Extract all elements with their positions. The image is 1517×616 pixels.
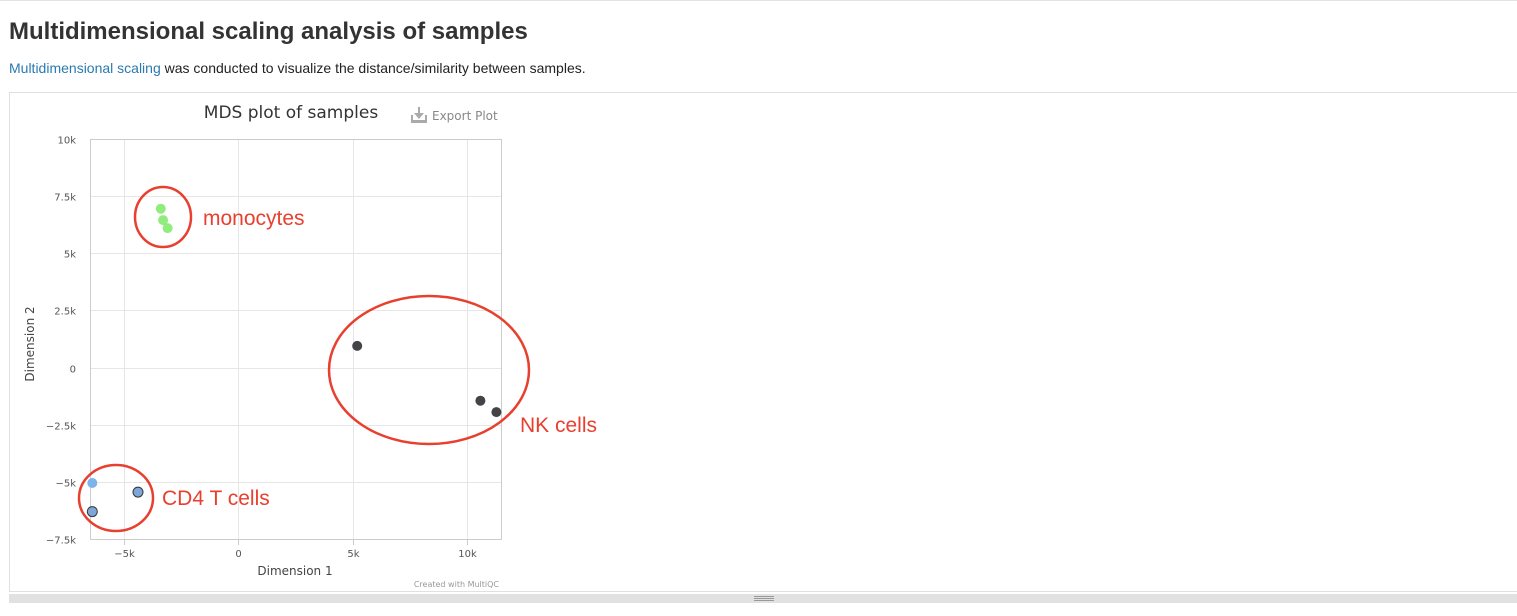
- y-tick-label: 10k: [57, 136, 76, 147]
- data-point[interactable]: [352, 340, 363, 351]
- x-axis-ticks: −5k 0 5k 10k: [114, 539, 477, 560]
- credits: Created with MultiQC: [414, 580, 500, 589]
- y-axis-ticks: 10k 7.5k 5k 2.5k 0 −2.5k −5k −7.5k: [46, 136, 76, 547]
- data-point[interactable]: [475, 395, 486, 406]
- top-rule: [0, 0, 1517, 1]
- export-plot-label: Export Plot: [432, 109, 498, 123]
- x-tick-label: 0: [235, 549, 241, 560]
- y-tick-label: −2.5k: [46, 422, 76, 433]
- plot-area: [90, 139, 502, 540]
- plot-panel: MDS plot of samples Export Plot 10k 7.5k 5…: [9, 92, 1517, 592]
- annotation-circles: [77, 185, 531, 533]
- y-tick-label: 0: [70, 365, 76, 376]
- monocytes-circle: [133, 185, 193, 249]
- resize-handle[interactable]: [9, 594, 1517, 603]
- y-tick-label: 7.5k: [54, 193, 76, 204]
- data-point[interactable]: [155, 203, 166, 214]
- y-tick-label: 5k: [64, 250, 76, 261]
- mds-link[interactable]: Multidimensional scaling: [9, 60, 161, 76]
- mds-scatter-plot: MDS plot of samples Export Plot 10k 7.5k 5…: [23, 102, 597, 589]
- data-point[interactable]: [86, 506, 98, 518]
- data-point[interactable]: [132, 486, 144, 498]
- data-point[interactable]: [162, 223, 173, 234]
- grip-icon: [754, 596, 774, 601]
- data-point[interactable]: [491, 407, 502, 418]
- monocytes-annotation: monocytes: [203, 207, 305, 230]
- y-axis-label: Dimension 2: [23, 306, 37, 381]
- nk-cells-annotation: NK cells: [520, 414, 597, 437]
- y-tick-label: −7.5k: [46, 536, 76, 547]
- export-plot-button[interactable]: Export Plot: [404, 102, 500, 124]
- description-text: was conducted to visualize the distance/…: [160, 60, 586, 76]
- nk-cells-circle: [327, 294, 531, 446]
- section-description: Multidimensional scaling was conducted t…: [9, 60, 586, 76]
- x-tick-label: 5k: [347, 549, 359, 560]
- data-point[interactable]: [158, 215, 169, 226]
- y-tick-label: 2.5k: [54, 307, 76, 318]
- download-icon: [411, 107, 427, 123]
- y-tick-label: −5k: [55, 479, 76, 490]
- x-axis-label: Dimension 1: [257, 564, 332, 578]
- data-point[interactable]: [87, 478, 98, 488]
- chart-title: MDS plot of samples: [204, 103, 379, 123]
- x-tick-label: 10k: [458, 549, 477, 560]
- cd4-t-cells-circle: [77, 463, 155, 533]
- x-tick-label: −5k: [114, 549, 135, 560]
- section-title: Multidimensional scaling analysis of sam…: [9, 18, 528, 45]
- cd4-t-cells-annotation: CD4 T cells: [162, 487, 270, 510]
- grid-lines: [90, 139, 501, 540]
- data-points: [86, 203, 502, 518]
